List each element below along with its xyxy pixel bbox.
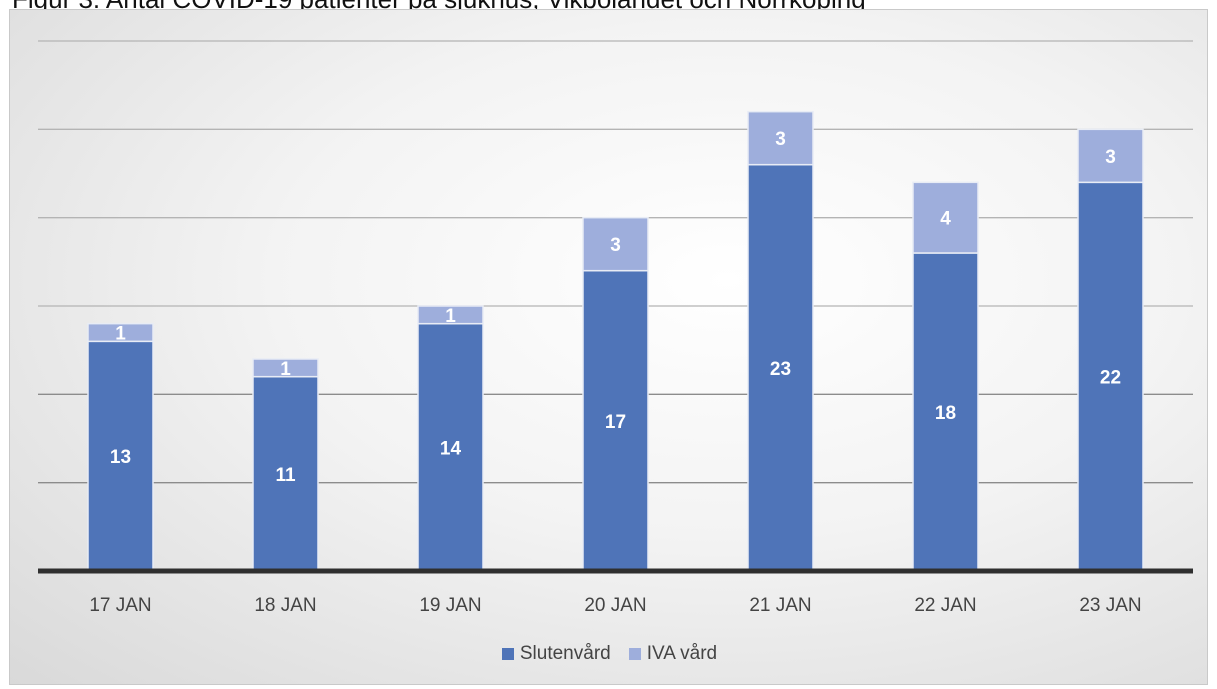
data-label-iva-vard-5: 4 <box>940 209 951 230</box>
x-tick-label-3: 20 JAN <box>584 595 646 616</box>
bar-iva-vard-0 <box>87 322 154 343</box>
data-label-slutenvard-3: 17 <box>605 412 626 433</box>
legend-swatch-slutenvard <box>501 648 514 660</box>
data-label-slutenvard-6: 22 <box>1100 368 1121 389</box>
bar-slutenvard-0 <box>87 340 154 572</box>
bar-iva-vard-6 <box>1077 128 1144 184</box>
x-tick-label-0: 17 JAN <box>89 595 151 616</box>
bar-iva-vard-2 <box>417 305 484 325</box>
data-label-slutenvard-4: 23 <box>770 359 791 380</box>
data-label-iva-vard-4: 3 <box>775 129 786 150</box>
legend-swatch-iva-vard <box>628 648 641 660</box>
bar-iva-vard-4 <box>747 110 814 166</box>
x-axis-ticks: 17 JAN 18 JAN 19 JAN 20 JAN 21 JAN 22 JAN 23 J… <box>89 595 1141 616</box>
legend-label-slutenvard: Slutenvård <box>519 643 611 664</box>
x-tick-label-6: 23 JAN <box>1079 595 1141 616</box>
x-tick-label-2: 19 JAN <box>419 595 481 616</box>
bar-slutenvard-4 <box>747 163 814 572</box>
bar-iva-vard-1 <box>252 358 319 378</box>
data-label-iva-vard-2: 1 <box>445 306 456 327</box>
bar-iva-vard-3 <box>582 216 649 272</box>
data-label-iva-vard-6: 3 <box>1105 147 1116 168</box>
data-label-iva-vard-3: 3 <box>610 235 621 256</box>
data-label-slutenvard-5: 18 <box>935 403 956 424</box>
x-tick-label-5: 22 JAN <box>914 595 976 616</box>
data-label-iva-vard-0: 1 <box>115 324 126 345</box>
legend-item-slutenvard: Slutenvård <box>501 643 611 665</box>
data-label-iva-vard-1: 1 <box>280 359 291 380</box>
data-label-slutenvard-1: 11 <box>275 465 296 486</box>
data-label-slutenvard-0: 13 <box>110 447 131 468</box>
x-tick-label-1: 18 JAN <box>254 595 316 616</box>
bar-slutenvard-5 <box>912 252 979 572</box>
legend-item-iva-vard: IVA vård <box>628 643 718 665</box>
chart-area: 13 1 11 1 14 1 17 3 23 3 18 4 22 3 17 JAN 18 JAN 19 JAN… <box>9 9 1208 685</box>
x-tick-label-4: 21 JAN <box>749 595 811 616</box>
legend-label-iva-vard: IVA vård <box>646 643 718 664</box>
bars <box>87 110 1144 572</box>
bar-slutenvard-6 <box>1077 181 1144 572</box>
bar-slutenvard-1 <box>252 375 319 572</box>
legend: Slutenvård IVA vård <box>10 643 1209 665</box>
bar-iva-vard-5 <box>912 181 979 254</box>
data-label-slutenvard-2: 14 <box>440 438 462 459</box>
